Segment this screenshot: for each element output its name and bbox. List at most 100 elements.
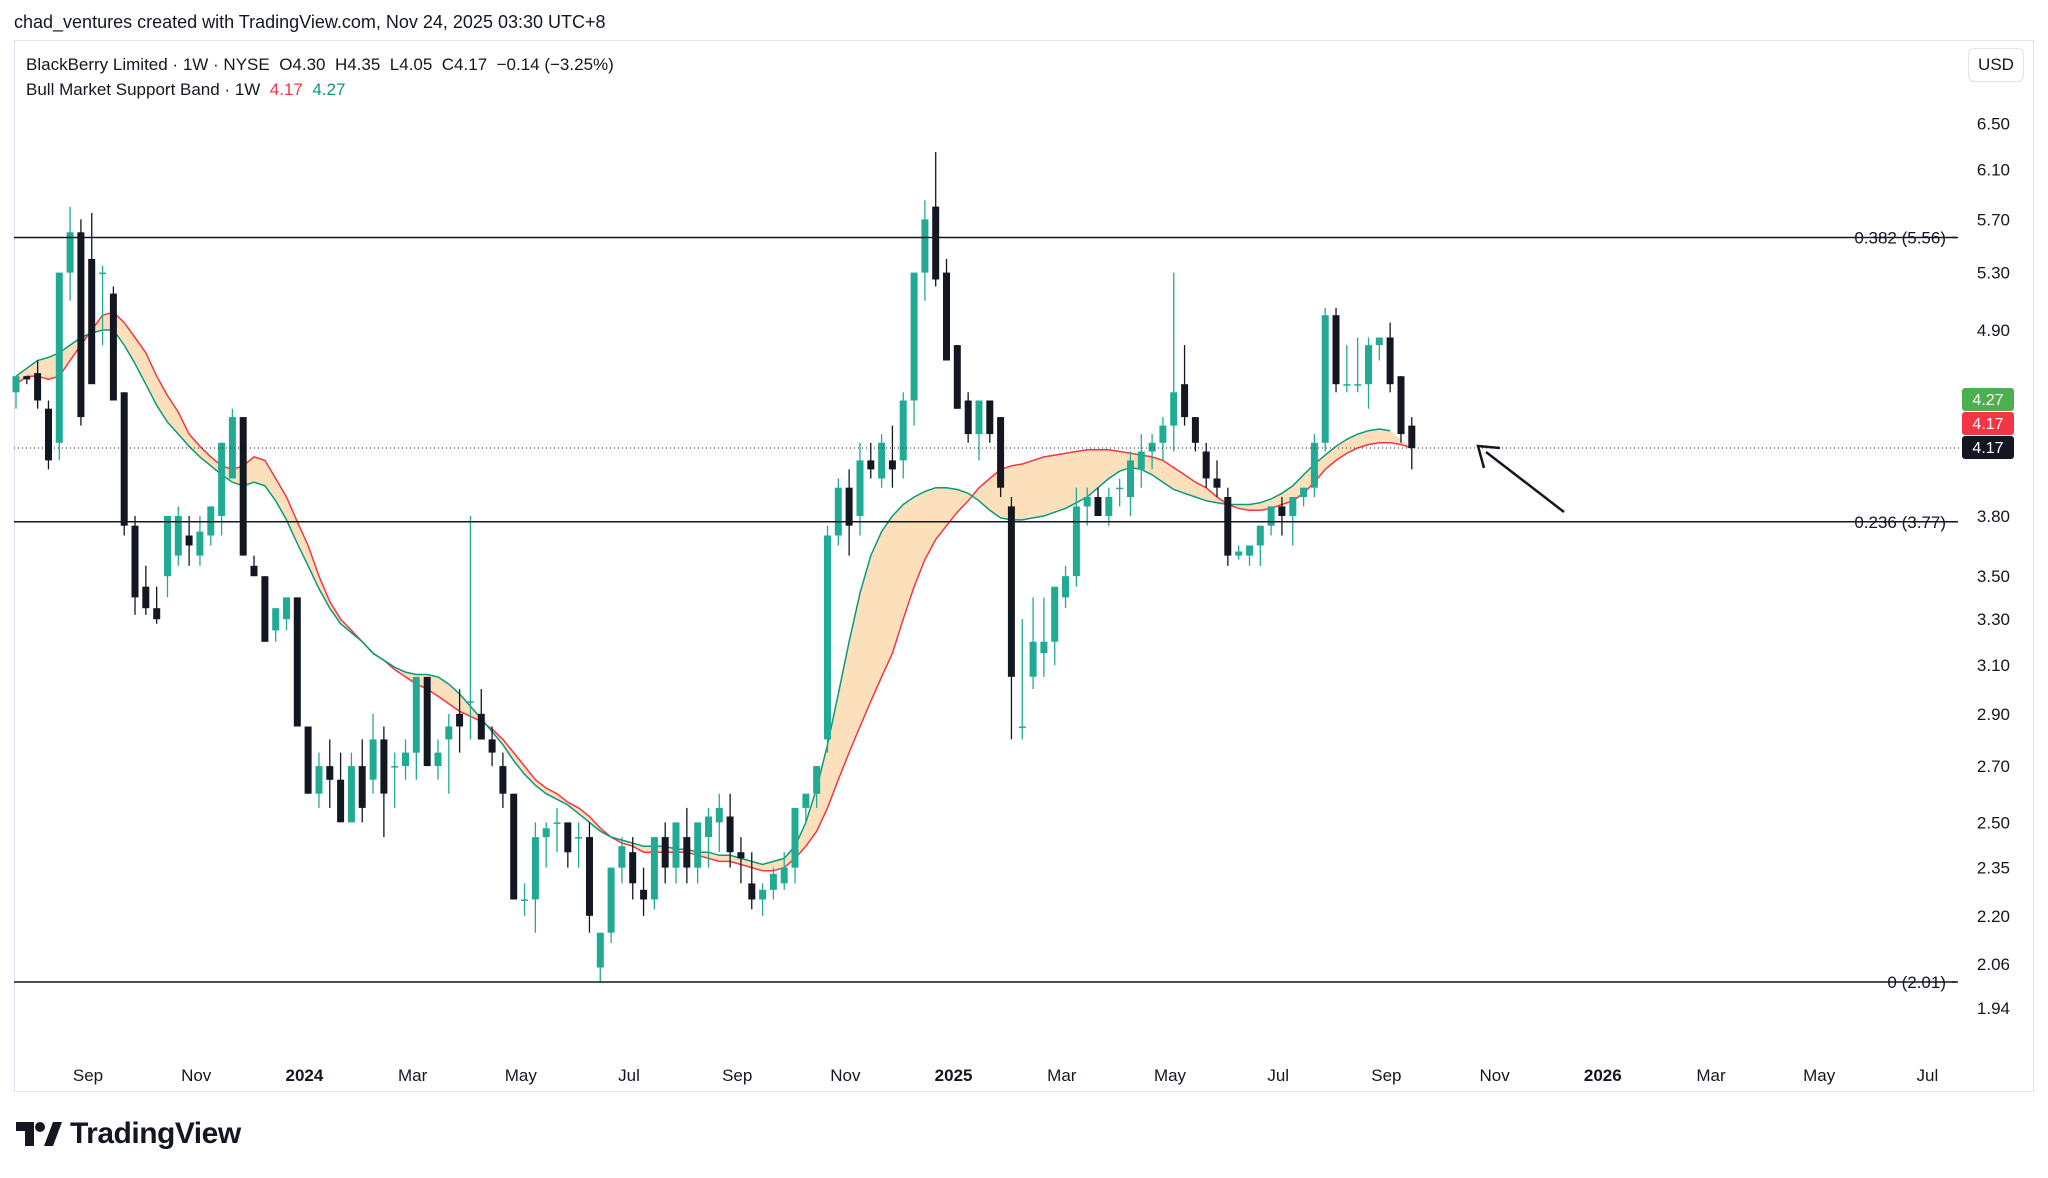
candle	[672, 822, 680, 884]
candle	[1170, 272, 1178, 452]
candle	[899, 392, 907, 479]
candle-body	[1072, 506, 1080, 577]
support-band-red-line	[15, 311, 1413, 872]
candle	[661, 822, 669, 884]
candle	[109, 286, 117, 401]
candle	[1159, 417, 1167, 461]
candle	[1365, 337, 1372, 409]
candle	[802, 793, 810, 823]
candle-body	[326, 766, 334, 780]
candle	[66, 206, 74, 301]
candle	[542, 822, 550, 868]
candle-body	[1159, 425, 1167, 443]
candle	[932, 152, 940, 287]
candle	[1051, 586, 1059, 665]
price-tick-label: 3.50	[1977, 567, 2010, 586]
candle-body	[899, 400, 907, 461]
candle-body	[1148, 442, 1156, 452]
candle-body	[45, 408, 52, 461]
candle-body	[272, 608, 280, 631]
candle	[640, 867, 648, 916]
candle	[683, 807, 691, 884]
price-tick-label: 5.30	[1977, 264, 2010, 283]
candle	[921, 200, 929, 301]
candle	[997, 417, 1005, 497]
time-tick-label: Jul	[618, 1066, 640, 1085]
candle-body	[1278, 506, 1286, 516]
candle	[1018, 619, 1026, 740]
candle-body	[66, 232, 74, 273]
candle	[910, 272, 918, 426]
candle	[1246, 545, 1253, 566]
candle	[1386, 322, 1394, 393]
candle	[304, 726, 312, 794]
candle	[164, 516, 171, 598]
candle-body	[986, 400, 994, 435]
price-tick-label: 2.35	[1977, 859, 2010, 878]
candle-body	[1191, 417, 1199, 443]
candle-body	[239, 417, 247, 556]
legend-low: L4.05	[389, 55, 433, 74]
price-badge-green: 4.27	[1962, 388, 2014, 411]
candle	[650, 837, 658, 910]
candle-body	[943, 272, 950, 361]
candle-body	[856, 460, 864, 516]
candle-body	[1040, 641, 1048, 654]
candle	[856, 442, 864, 536]
candle-body	[261, 576, 269, 642]
candle-body	[1267, 506, 1275, 526]
chart-frame[interactable]	[14, 40, 2034, 1092]
candle	[456, 689, 464, 753]
candle	[283, 597, 290, 631]
candle-body	[705, 816, 712, 838]
price-badge-text: 4.27	[1972, 392, 2003, 409]
candle-body	[153, 608, 161, 620]
candle	[337, 752, 345, 823]
candle-body	[1289, 497, 1297, 516]
candle-body	[921, 219, 929, 273]
candle	[1181, 345, 1189, 426]
candle-body	[358, 766, 366, 808]
candle-body	[466, 701, 474, 703]
legend-close: C4.17	[441, 55, 488, 74]
candle	[596, 932, 604, 982]
candle-body	[834, 487, 842, 536]
candle-body	[1343, 384, 1351, 386]
candle	[1191, 417, 1199, 452]
candle-body	[640, 889, 648, 900]
candle	[207, 506, 215, 546]
candle	[315, 752, 323, 808]
candle	[239, 417, 247, 556]
price-tick-label: 5.70	[1977, 210, 2010, 229]
candle-body	[347, 766, 355, 823]
currency-button[interactable]: USD	[1968, 48, 2024, 82]
candle	[834, 478, 842, 546]
candle	[878, 434, 886, 488]
candle	[553, 807, 561, 853]
candle-body	[824, 535, 831, 740]
candle-body	[1181, 384, 1189, 418]
candle-body	[1213, 478, 1221, 488]
time-tick-label: May	[505, 1066, 538, 1085]
time-tick-label: May	[1154, 1066, 1187, 1085]
candle-body	[164, 516, 171, 577]
legend-symbol-row: BlackBerry Limited · 1W · NYSE O4.30 H4.…	[26, 52, 614, 77]
candle	[531, 822, 539, 933]
candle-body	[737, 852, 745, 859]
candle-body	[672, 822, 680, 868]
candle	[445, 713, 453, 794]
arrow-head	[1476, 444, 1501, 469]
candle-body	[1397, 376, 1405, 435]
legend-change: −0.14 (−3.25%)	[496, 55, 614, 74]
candle-body	[445, 726, 453, 740]
arrow-line	[1485, 451, 1565, 513]
candle-body	[564, 822, 572, 853]
candle-body	[228, 417, 236, 479]
chart-legend: BlackBerry Limited · 1W · NYSE O4.30 H4.…	[26, 52, 614, 102]
candle-body	[1094, 497, 1102, 516]
tradingview-logo-icon	[16, 1122, 62, 1146]
legend-indicator-row: Bull Market Support Band · 1W 4.17 4.27	[26, 77, 614, 102]
candle-body	[88, 258, 96, 385]
candle-body	[412, 676, 420, 753]
